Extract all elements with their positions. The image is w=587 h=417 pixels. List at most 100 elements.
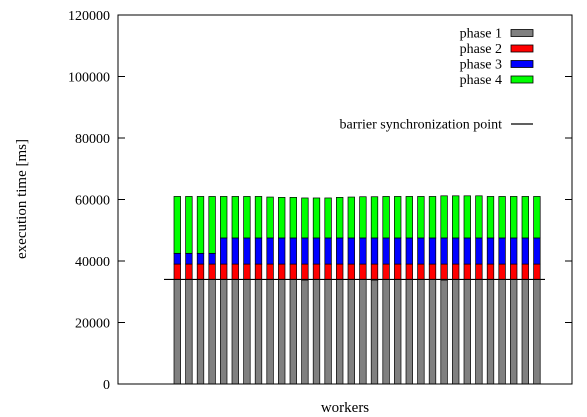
y-axis-ticks: 0 20000 40000 60000 80000 100000 120000 [68, 9, 572, 393]
bar-segment [382, 237, 390, 265]
y-tick-label: 100000 [68, 71, 110, 86]
bar-segment [254, 279, 263, 385]
bar-segment [417, 263, 425, 280]
y-tick-label: 40000 [75, 255, 110, 270]
bar-segment [301, 237, 309, 265]
bar-segment [394, 279, 402, 385]
y-tick-label: 60000 [75, 194, 110, 209]
bar-segment [405, 237, 413, 265]
bar-segment [196, 263, 205, 280]
bar-segment [498, 263, 506, 280]
bar-segment [370, 279, 379, 385]
bar-segment [463, 237, 471, 265]
bar-segment [521, 279, 529, 385]
legend-label: phase 4 [460, 73, 502, 88]
bars-layer [173, 195, 541, 385]
bar-segment [289, 197, 297, 239]
bar-segment [440, 195, 448, 239]
y-tick-label: 0 [103, 378, 110, 393]
bar-segment [428, 263, 437, 280]
bar-segment [336, 197, 344, 239]
bar-segment [417, 196, 425, 239]
bar-segment [475, 263, 483, 280]
bar-segment [394, 237, 402, 265]
bar-segment [173, 196, 181, 254]
bar-segment [324, 263, 332, 280]
bar-segment [231, 263, 239, 280]
bar-segment [231, 279, 239, 385]
bar-segment [289, 263, 297, 280]
bar-segment [312, 263, 321, 280]
bar-segment [359, 263, 367, 280]
bar-segment [475, 195, 483, 239]
bar-segment [510, 279, 518, 385]
bar-segment [312, 237, 321, 265]
bar-segment [324, 279, 332, 385]
bar-segment [440, 279, 448, 385]
bar-segment [278, 197, 286, 239]
bar-segment [498, 196, 506, 239]
bar-segment [336, 279, 344, 385]
bar-segment [254, 237, 263, 265]
bar-segment [278, 263, 286, 280]
bar-segment [336, 237, 344, 265]
bar-segment [428, 279, 437, 385]
bar-segment [417, 279, 425, 385]
bar-segment [359, 196, 367, 239]
bar-segment [231, 237, 239, 265]
bar-segment [452, 263, 460, 280]
legend-swatch [510, 75, 534, 84]
bar-segment [440, 237, 448, 265]
legend-label: phase 1 [460, 27, 502, 42]
bar-segment [278, 237, 286, 265]
bar-segment [486, 279, 495, 385]
bar-segment [278, 279, 286, 385]
bar-segment [254, 196, 263, 239]
bar-segment [347, 279, 355, 385]
bar-segment [533, 279, 541, 385]
bar-segment [196, 196, 205, 254]
bar-segment [405, 279, 413, 385]
bar-segment [185, 196, 193, 254]
y-tick-label: 120000 [68, 9, 110, 24]
bar-segment [301, 197, 309, 239]
bar-segment [266, 237, 274, 265]
bar-segment [382, 196, 390, 239]
bar-segment [370, 196, 379, 239]
bar-segment [289, 279, 297, 385]
bar-segment [185, 252, 193, 265]
bar-segment [289, 237, 297, 265]
bar-segment [220, 237, 228, 265]
legend-label-barrier: barrier synchronization point [339, 118, 502, 133]
bar-segment [510, 237, 518, 265]
bar-segment [243, 279, 251, 385]
bar-segment [428, 237, 437, 265]
bar-segment [486, 263, 495, 280]
bar-segment [498, 279, 506, 385]
bar-segment [452, 237, 460, 265]
bar-segment [266, 196, 274, 239]
bar-segment [220, 279, 228, 385]
bar-segment [510, 196, 518, 239]
bar-segment [220, 196, 228, 239]
bar-segment [463, 263, 471, 280]
bar-segment [185, 263, 193, 280]
bar-segment [382, 279, 390, 385]
bar-segment [533, 196, 541, 239]
bar-segment [394, 196, 402, 239]
bar-segment [521, 196, 529, 239]
bar-segment [394, 263, 402, 280]
bar-segment [370, 237, 379, 265]
bar-segment [301, 279, 309, 385]
bar-segment [533, 263, 541, 280]
bar-segment [266, 279, 274, 385]
y-axis-label: execution time [ms] [14, 139, 30, 259]
bar-segment [301, 263, 309, 281]
bar-segment [220, 263, 228, 280]
legend-swatch [510, 29, 534, 37]
bar-segment [440, 263, 448, 281]
bar-segment [336, 263, 344, 280]
bar-segment [243, 263, 251, 280]
bar-segment [173, 252, 181, 265]
